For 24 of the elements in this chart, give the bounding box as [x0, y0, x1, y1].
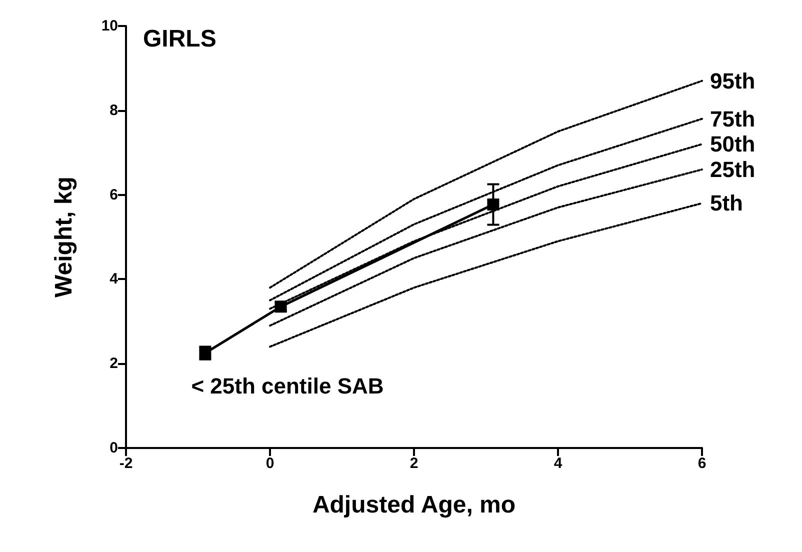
y-tick-label: 4 — [110, 270, 119, 288]
x-tick-label: 4 — [554, 455, 563, 472]
x-tick-label: 2 — [410, 455, 418, 472]
annotation: < 25th centile SAB — [191, 374, 384, 399]
y-tick-label: 2 — [110, 355, 118, 372]
series-label: 75th — [710, 106, 756, 132]
x-tick-label: 0 — [266, 455, 274, 472]
line-series — [269, 168, 703, 327]
line-series — [269, 80, 703, 289]
x-axis-title: Adjusted Age, mo — [312, 492, 516, 518]
x-tick-label: 6 — [698, 455, 706, 472]
line-series — [269, 202, 703, 348]
series-label: 5th — [710, 190, 743, 216]
y-tick-label: 8 — [110, 102, 118, 119]
y-tick-label: 10 — [101, 18, 118, 34]
series-label: 50th — [710, 132, 756, 157]
series-label: 25th — [710, 156, 756, 182]
x-tick-label: -2 — [119, 455, 133, 472]
chart-title: GIRLS — [143, 26, 216, 52]
y-tick-label: 0 — [110, 440, 118, 456]
y-axis-title: Weight, kg — [50, 176, 78, 298]
series-label: 95th — [710, 68, 756, 94]
line-series — [269, 118, 703, 302]
y-tick-label: 6 — [110, 186, 118, 204]
